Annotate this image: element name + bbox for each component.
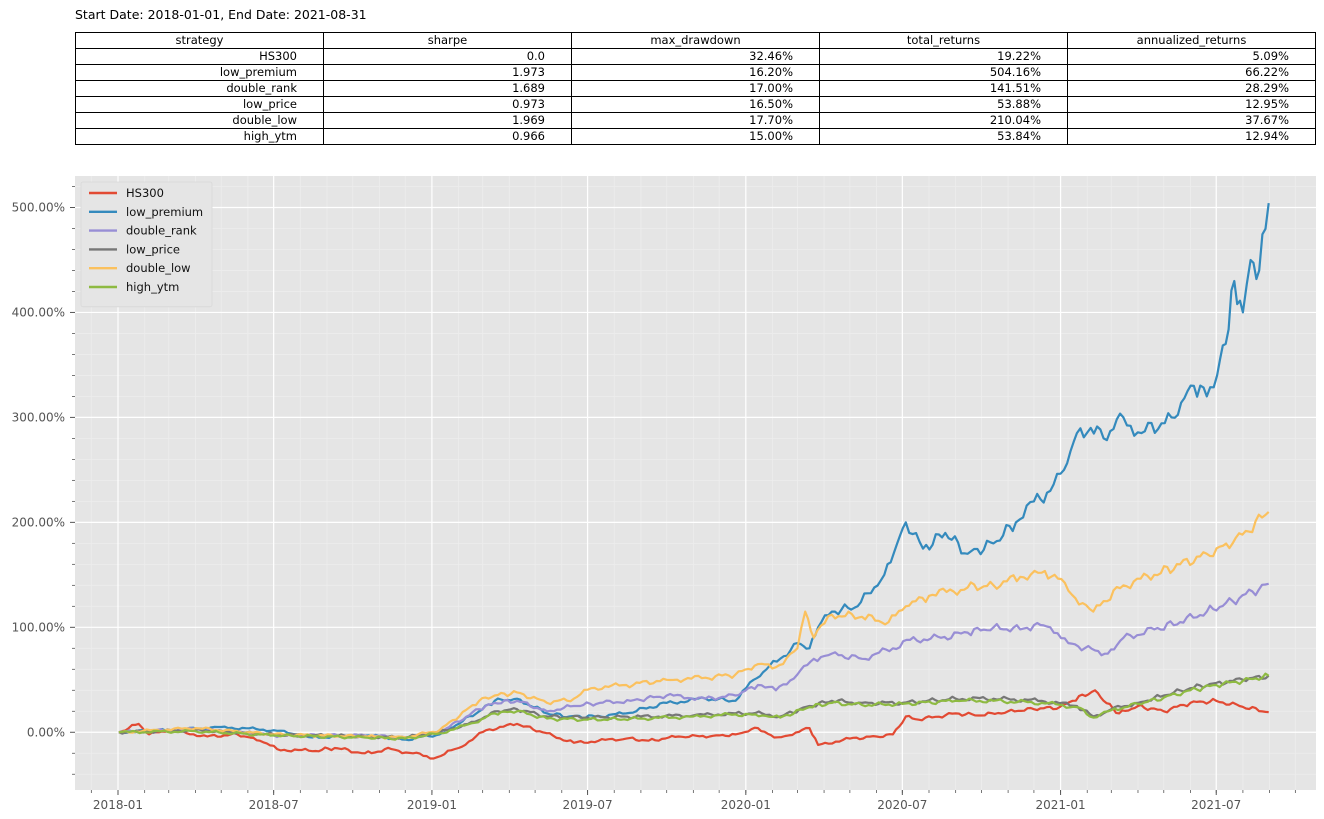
column-header: sharpe [323, 32, 572, 49]
table-cell: low_premium [75, 64, 324, 81]
y-tick-label: 0.00% [27, 725, 65, 739]
table-cell: 12.94% [1067, 128, 1316, 145]
table-cell: 1.969 [323, 112, 572, 129]
x-tick-label: 2018-07 [249, 798, 299, 812]
y-tick-label: 300.00% [12, 410, 65, 424]
table-cell: 5.09% [1067, 48, 1316, 65]
x-tick-label: 2019-07 [562, 798, 612, 812]
table-cell: 66.22% [1067, 64, 1316, 81]
table-cell: 17.00% [571, 80, 820, 97]
x-tick-label: 2018-01 [93, 798, 143, 812]
table-cell: 15.00% [571, 128, 820, 145]
table-cell: 28.29% [1067, 80, 1316, 97]
table-row: double_low 1.969 17.70% 210.04% 37.67% [75, 112, 1316, 129]
x-tick-label: 2020-01 [721, 798, 771, 812]
table-cell: low_price [75, 96, 324, 113]
table-cell: double_low [75, 112, 324, 129]
y-tick-label: 200.00% [12, 515, 65, 529]
table-row: low_premium 1.973 16.20% 504.16% 66.22% [75, 64, 1316, 81]
legend-label: high_ytm [126, 280, 179, 294]
table-cell: 17.70% [571, 112, 820, 129]
table-cell: 141.51% [819, 80, 1068, 97]
legend-label: HS300 [126, 186, 164, 200]
column-header: annualized_returns [1067, 32, 1316, 49]
table-row: double_rank 1.689 17.00% 141.51% 28.29% [75, 80, 1316, 97]
column-header: max_drawdown [571, 32, 820, 49]
returns-line-chart: 2018-01 2018-07 2019-01 2019-07 2020-01 2020-… [12, 176, 1316, 812]
plot-background [75, 176, 1316, 790]
legend-box [80, 181, 213, 308]
metrics-table: strategy sharpe max_drawdown total_retur… [75, 32, 1316, 145]
table-cell: 53.84% [819, 128, 1068, 145]
table-row: high_ytm 0.966 15.00% 53.84% 12.94% [75, 128, 1316, 145]
table-cell: 0.973 [323, 96, 572, 113]
x-tick-label: 2021-01 [1036, 798, 1086, 812]
table-cell: 32.46% [571, 48, 820, 65]
legend-label: double_rank [126, 224, 197, 238]
table-cell: 210.04% [819, 112, 1068, 129]
table-cell: 12.95% [1067, 96, 1316, 113]
table-row: HS300 0.0 32.46% 19.22% 5.09% [75, 48, 1316, 65]
date-range-text: Start Date: 2018-01-01, End Date: 2021-0… [75, 7, 367, 22]
x-tick-label: 2021-07 [1191, 798, 1241, 812]
y-tick-label: 400.00% [12, 305, 65, 319]
y-tick-label: 500.00% [12, 200, 65, 214]
table-cell: high_ytm [75, 128, 324, 145]
table-cell: 19.22% [819, 48, 1068, 65]
legend-label: low_price [126, 242, 180, 256]
table-cell: 37.67% [1067, 112, 1316, 129]
column-header: strategy [75, 32, 324, 49]
y-tick-label: 100.00% [12, 620, 65, 634]
table-cell: 53.88% [819, 96, 1068, 113]
table-cell: 1.973 [323, 64, 572, 81]
table-cell: double_rank [75, 80, 324, 97]
table-cell: 0.0 [323, 48, 572, 65]
table-cell: 0.966 [323, 128, 572, 145]
column-header: total_returns [819, 32, 1068, 49]
legend-label: double_low [126, 261, 191, 275]
table-header-row: strategy sharpe max_drawdown total_retur… [75, 32, 1316, 49]
table-cell: HS300 [75, 48, 324, 65]
table-row: low_price 0.973 16.50% 53.88% 12.95% [75, 96, 1316, 113]
series-line-high-ytm [118, 672, 1270, 741]
x-tick-label: 2020-07 [877, 798, 927, 812]
table-cell: 504.16% [819, 64, 1068, 81]
table-cell: 16.20% [571, 64, 820, 81]
table-cell: 1.689 [323, 80, 572, 97]
x-tick-label: 2019-01 [407, 798, 457, 812]
series-line-hs300 [118, 689, 1269, 760]
legend-label: low_premium [126, 205, 203, 219]
table-cell: 16.50% [571, 96, 820, 113]
